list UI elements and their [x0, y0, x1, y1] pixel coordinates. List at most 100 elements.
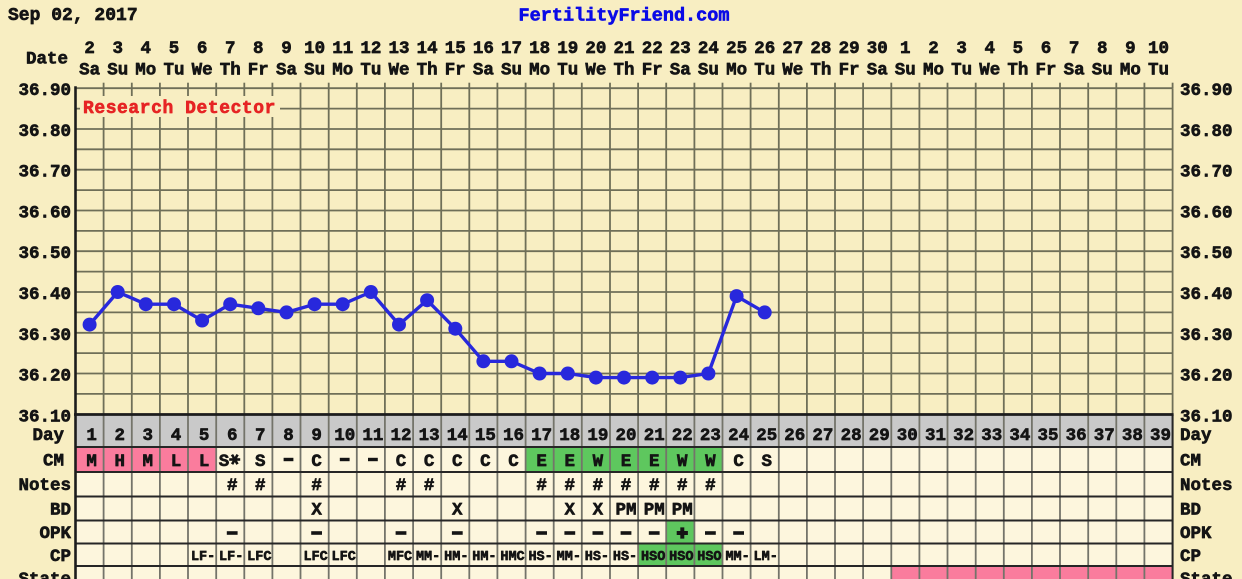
svg-text:2: 2: [928, 39, 939, 59]
svg-text:OPK: OPK: [39, 524, 71, 544]
svg-text:11: 11: [362, 426, 383, 446]
svg-text:We: We: [585, 61, 606, 81]
svg-text:State: State: [1180, 570, 1233, 579]
svg-text:Th: Th: [613, 61, 634, 81]
svg-text:25: 25: [756, 426, 777, 446]
svg-text:Tu: Tu: [557, 61, 578, 81]
svg-text:32: 32: [953, 426, 974, 446]
svg-text:LFC: LFC: [332, 550, 356, 565]
svg-text:18: 18: [559, 426, 580, 446]
svg-text:Day: Day: [1180, 426, 1212, 446]
svg-text:#: #: [227, 476, 238, 496]
svg-text:CM: CM: [43, 452, 64, 472]
svg-text:State: State: [18, 570, 71, 579]
svg-text:PM: PM: [672, 501, 693, 521]
svg-text:21: 21: [613, 39, 634, 59]
svg-text:L: L: [199, 452, 210, 472]
svg-text:HS-: HS-: [528, 550, 552, 565]
svg-text:X: X: [452, 501, 463, 521]
svg-text:#: #: [536, 476, 547, 496]
svg-text:30: 30: [867, 39, 888, 59]
svg-text:C: C: [480, 452, 491, 472]
svg-text:Sa: Sa: [670, 61, 692, 81]
svg-text:29: 29: [869, 426, 890, 446]
svg-text:Tu: Tu: [951, 61, 972, 81]
svg-text:We: We: [388, 61, 409, 81]
svg-text:Tu: Tu: [360, 61, 381, 81]
svg-text:17: 17: [501, 39, 522, 59]
svg-text:4: 4: [141, 39, 152, 59]
svg-text:36.50: 36.50: [18, 244, 71, 264]
svg-text:OPK: OPK: [1180, 524, 1212, 544]
svg-text:#: #: [677, 476, 688, 496]
svg-text:#: #: [311, 476, 322, 496]
svg-text:BD: BD: [50, 501, 71, 521]
svg-text:36: 36: [1066, 426, 1087, 446]
svg-text:We: We: [192, 61, 213, 81]
svg-text:M: M: [143, 452, 154, 472]
svg-text:36.20: 36.20: [18, 367, 71, 387]
svg-text:C: C: [311, 452, 322, 472]
svg-text:1: 1: [900, 39, 911, 59]
svg-text:Fr: Fr: [248, 61, 269, 81]
svg-text:6: 6: [1041, 39, 1052, 59]
svg-text:24: 24: [698, 39, 719, 59]
svg-text:29: 29: [839, 39, 860, 59]
svg-text:LFC: LFC: [247, 550, 271, 565]
svg-text:PM: PM: [615, 501, 636, 521]
svg-text:Mo: Mo: [135, 61, 156, 81]
svg-text:12: 12: [390, 426, 411, 446]
svg-text:27: 27: [782, 39, 803, 59]
svg-text:X: X: [593, 501, 604, 521]
svg-text:36.40: 36.40: [18, 285, 71, 305]
svg-text:10: 10: [304, 39, 325, 59]
svg-text:36.30: 36.30: [18, 326, 71, 346]
svg-text:3: 3: [143, 426, 154, 446]
svg-text:15: 15: [445, 39, 466, 59]
svg-text:Su: Su: [895, 61, 916, 81]
svg-text:Tu: Tu: [163, 61, 184, 81]
svg-text:Fr: Fr: [1035, 61, 1056, 81]
svg-text:18: 18: [529, 39, 550, 59]
svg-text:26: 26: [784, 426, 805, 446]
svg-text:S: S: [219, 452, 230, 472]
svg-text:BD: BD: [1180, 501, 1201, 521]
svg-text:36.90: 36.90: [18, 81, 71, 101]
svg-text:3: 3: [956, 39, 967, 59]
svg-text:MM-: MM-: [725, 550, 749, 565]
svg-text:We: We: [782, 61, 803, 81]
svg-text:C: C: [424, 452, 435, 472]
svg-text:25: 25: [726, 39, 747, 59]
svg-text:22: 22: [642, 39, 663, 59]
svg-text:S: S: [761, 452, 772, 472]
svg-text:#: #: [396, 476, 407, 496]
svg-text:C: C: [396, 452, 407, 472]
svg-text:Sa: Sa: [867, 61, 889, 81]
svg-text:19: 19: [587, 426, 608, 446]
svg-text:W: W: [593, 452, 604, 472]
svg-text:W: W: [677, 452, 688, 472]
svg-text:Mo: Mo: [923, 61, 944, 81]
svg-text:MFC: MFC: [388, 550, 412, 565]
svg-text:E: E: [621, 452, 632, 472]
svg-text:33: 33: [981, 426, 1002, 446]
svg-text:Sa: Sa: [276, 61, 298, 81]
svg-text:36.30: 36.30: [1180, 326, 1233, 346]
svg-text:C: C: [452, 452, 463, 472]
svg-text:LM-: LM-: [754, 550, 778, 565]
svg-text:Th: Th: [220, 61, 241, 81]
svg-text:35: 35: [1037, 426, 1058, 446]
svg-text:Research Detector: Research Detector: [83, 99, 276, 119]
svg-text:S: S: [255, 452, 266, 472]
svg-text:36.60: 36.60: [18, 204, 71, 224]
svg-text:#: #: [255, 476, 266, 496]
svg-text:5: 5: [1013, 39, 1024, 59]
svg-text:Fr: Fr: [445, 61, 466, 81]
svg-text:Th: Th: [1007, 61, 1028, 81]
svg-text:6: 6: [197, 39, 208, 59]
svg-text:13: 13: [388, 39, 409, 59]
svg-text:HM-: HM-: [444, 550, 468, 565]
svg-text:#: #: [565, 476, 576, 496]
svg-text:4: 4: [984, 39, 995, 59]
svg-text:Mo: Mo: [529, 61, 550, 81]
